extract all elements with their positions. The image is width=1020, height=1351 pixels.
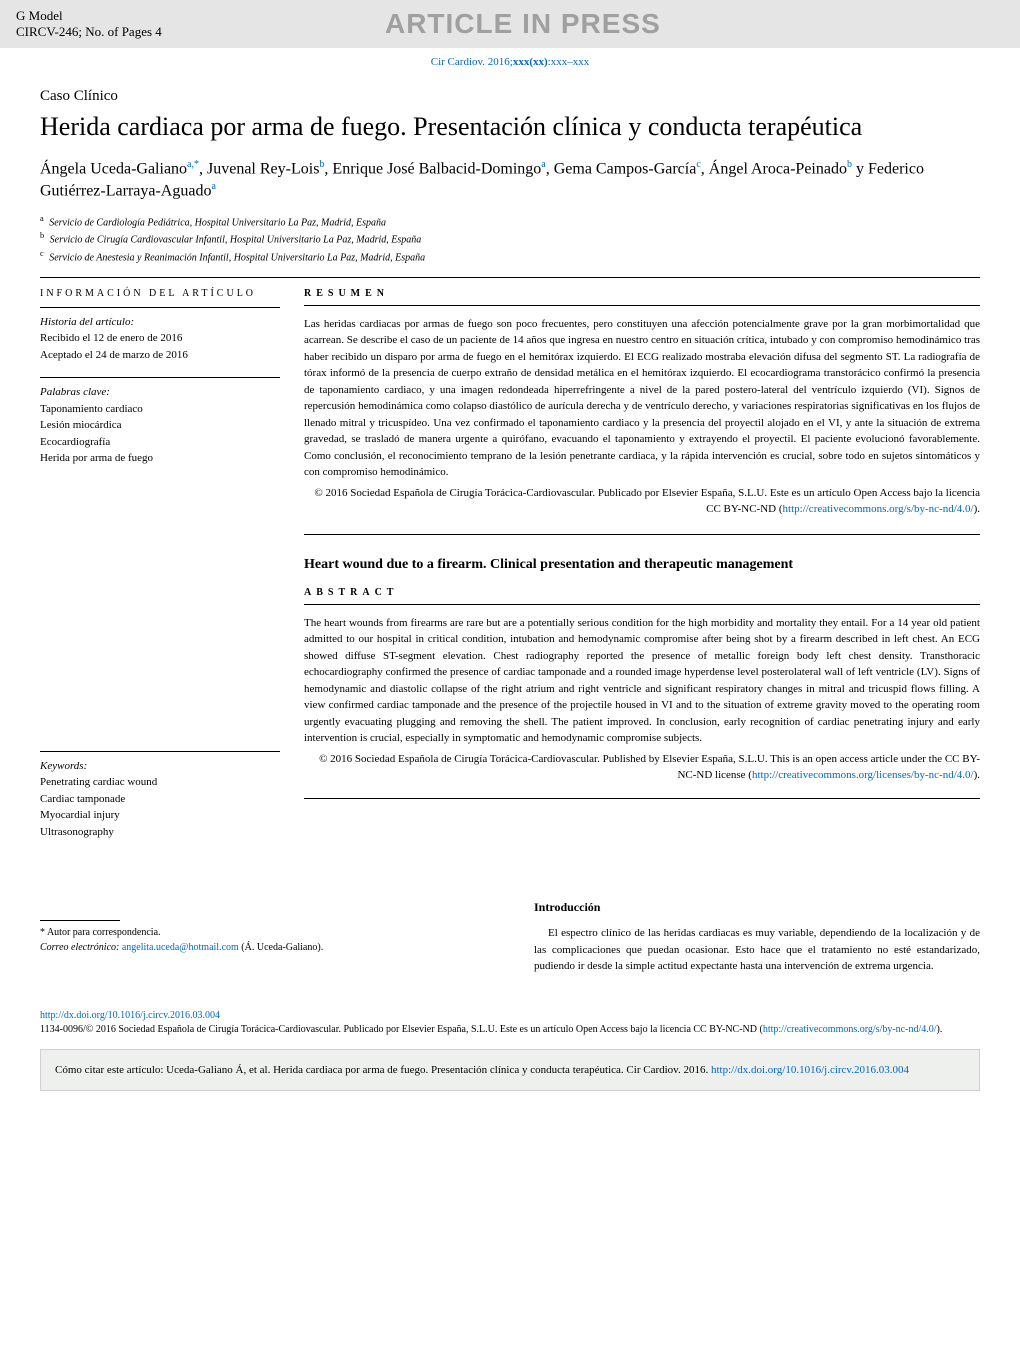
journal-reference: Cir Cardiov. 2016;xxx(xx):xxx–xxx: [0, 48, 1020, 88]
main-content: Caso Clínico Herida cardiaca por arma de…: [0, 88, 1020, 995]
affiliation-item: a Servicio de Cardiología Pediátrica, Ho…: [40, 213, 980, 230]
palabra-item: Herida por arma de fuego: [40, 450, 280, 467]
keyword-item: Penetrating cardiac wound: [40, 774, 280, 791]
intro-text: El espectro clínico de las heridas cardi…: [534, 925, 980, 975]
english-divider-top: [304, 534, 980, 535]
keyword-item: Myocardial injury: [40, 807, 280, 824]
footer-license-link[interactable]: http://creativecommons.org/s/by-nc-nd/4.…: [763, 1024, 937, 1035]
palabras-list: Taponamiento cardiacoLesión miocárdicaEc…: [40, 401, 280, 467]
affiliations: a Servicio de Cardiología Pediátrica, Ho…: [40, 213, 980, 265]
palabras-label: Palabras clave:: [40, 384, 280, 401]
article-in-press-banner: ARTICLE IN PRESS: [385, 8, 661, 40]
intro-heading: Introducción: [534, 900, 980, 915]
info-divider-2: [40, 377, 280, 378]
info-divider-3: [40, 751, 280, 752]
abstract-header: ABSTRACT: [304, 587, 980, 598]
accepted-date: Aceptado el 24 de marzo de 2016: [40, 347, 280, 364]
corr-divider: [40, 920, 120, 921]
g-model-label: G Model: [16, 8, 162, 24]
keywords-block: Keywords: Penetrating cardiac woundCardi…: [40, 758, 280, 841]
received-date: Recibido el 12 de enero de 2016: [40, 330, 280, 347]
corr-label: * Autor para correspondencia.: [40, 925, 510, 940]
info-header: INFORMACIÓN DEL ARTÍCULO: [40, 288, 280, 299]
info-divider-1: [40, 307, 280, 308]
history-block: Historia del artículo: Recibido el 12 de…: [40, 314, 280, 364]
page: G Model CIRCV-246; No. of Pages 4 ARTICL…: [0, 0, 1020, 1091]
resumen-text: Las heridas cardiacas por armas de fuego…: [304, 316, 980, 481]
journal-ref-link[interactable]: Cir Cardiov. 2016;xxx(xx):xxx–xxx: [431, 56, 589, 68]
abstract-license-link[interactable]: http://creativecommons.org/licenses/by-n…: [752, 769, 974, 781]
right-column: RESUMEN Las heridas cardiacas por armas …: [304, 288, 980, 841]
abstract-two-col: INFORMACIÓN DEL ARTÍCULO Historia del ar…: [40, 288, 980, 841]
g-model-block: G Model CIRCV-246; No. of Pages 4: [16, 8, 162, 40]
issn-line: 1134-0096/© 2016 Sociedad Española de Ci…: [40, 1023, 980, 1037]
left-column: INFORMACIÓN DEL ARTÍCULO Historia del ar…: [40, 288, 280, 841]
resumen-divider: [304, 305, 980, 306]
citation-box: Cómo citar este artículo: Uceda-Galiano …: [40, 1049, 980, 1092]
affiliation-item: c Servicio de Anestesia y Reanimación In…: [40, 248, 980, 265]
article-type: Caso Clínico: [40, 88, 980, 105]
cite-doi-link[interactable]: http://dx.doi.org/10.1016/j.circv.2016.0…: [711, 1064, 909, 1076]
history-label: Historia del artículo:: [40, 314, 280, 331]
resumen-copyright: © 2016 Sociedad Española de Cirugía Torá…: [304, 485, 980, 518]
article-title: Herida cardiaca por arma de fuego. Prese…: [40, 111, 980, 144]
keyword-item: Cardiac tamponade: [40, 791, 280, 808]
abstract-text: The heart wounds from firearms are rare …: [304, 615, 980, 747]
keywords-list: Penetrating cardiac woundCardiac tampona…: [40, 774, 280, 840]
resumen-license-link[interactable]: http://creativecommons.org/s/by-nc-nd/4.…: [783, 503, 974, 515]
keywords-label: Keywords:: [40, 758, 280, 775]
footer-spacer: [40, 860, 510, 920]
keyword-item: Ultrasonography: [40, 824, 280, 841]
doi-footer: http://dx.doi.org/10.1016/j.circv.2016.0…: [0, 1009, 1020, 1037]
separator-top: [40, 277, 980, 278]
authors: Ángela Uceda-Galianoa,*, Juvenal Rey-Loi…: [40, 158, 980, 203]
footer-columns: * Autor para correspondencia. Correo ele…: [40, 860, 980, 975]
abstract-divider-bottom: [304, 798, 980, 799]
palabra-item: Ecocardiografía: [40, 434, 280, 451]
palabras-block: Palabras clave: Taponamiento cardiacoLes…: [40, 384, 280, 467]
corresponding-author: * Autor para correspondencia. Correo ele…: [40, 925, 510, 955]
footer-left: * Autor para correspondencia. Correo ele…: [40, 860, 510, 975]
circv-id: CIRCV-246; No. of Pages 4: [16, 24, 162, 40]
english-title: Heart wound due to a firearm. Clinical p…: [304, 555, 980, 575]
resumen-header: RESUMEN: [304, 288, 980, 299]
corr-email-line: Correo electrónico: angelita.uceda@hotma…: [40, 940, 510, 955]
header-bar: G Model CIRCV-246; No. of Pages 4 ARTICL…: [0, 0, 1020, 48]
doi-link[interactable]: http://dx.doi.org/10.1016/j.circv.2016.0…: [40, 1010, 220, 1021]
spacer: [40, 467, 280, 747]
corr-email-link[interactable]: angelita.uceda@hotmail.com: [122, 942, 239, 953]
palabra-item: Lesión miocárdica: [40, 417, 280, 434]
intro-section: Introducción El espectro clínico de las …: [534, 900, 980, 975]
palabra-item: Taponamiento cardiaco: [40, 401, 280, 418]
affiliation-item: b Servicio de Cirugía Cardiovascular Inf…: [40, 230, 980, 247]
abstract-copyright: © 2016 Sociedad Española de Cirugía Torá…: [304, 751, 980, 784]
abstract-divider: [304, 604, 980, 605]
